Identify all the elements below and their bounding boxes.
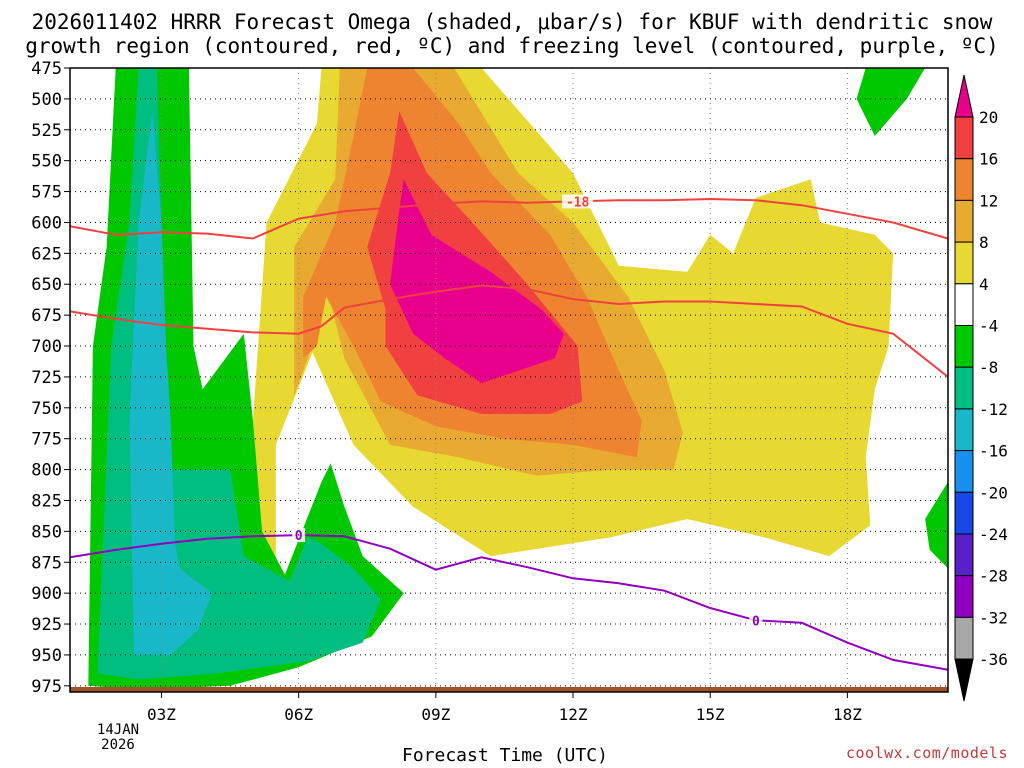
- colorbar-bin: [954, 283, 974, 326]
- contour-label: 0: [752, 614, 760, 629]
- date-day: 14JAN: [96, 722, 140, 738]
- colorbar-bin: [954, 116, 974, 160]
- x-tick-label: 03Z: [147, 705, 176, 724]
- y-tick-label: 575: [31, 183, 62, 203]
- chart-title-line-2: growth region (contoured, red, ºC) and f…: [25, 34, 999, 58]
- y-tick-label: 500: [31, 90, 62, 110]
- x-tick-label: 12Z: [559, 705, 588, 724]
- y-tick-label: 700: [31, 337, 62, 357]
- contour-label: 0: [295, 529, 303, 544]
- colorbar-bin: [954, 408, 974, 452]
- contour-label-bg: [562, 194, 594, 209]
- colorbar-label: -24: [979, 525, 1008, 544]
- y-tick-label: 975: [31, 677, 62, 697]
- y-tick-label: 775: [31, 430, 62, 450]
- colorbar-bin: [954, 616, 974, 660]
- dgz-contour-0: [70, 197, 948, 240]
- x-tick-label: 15Z: [696, 705, 725, 724]
- ground-strip: [70, 687, 948, 692]
- x-axis-title: Forecast Time (UTC): [402, 745, 608, 766]
- y-tick-label: 625: [31, 244, 62, 264]
- y-tick-label: 750: [31, 399, 62, 419]
- colorbar-label: -36: [979, 650, 1008, 669]
- colorbar-bin: [954, 450, 974, 493]
- colorbar-bin: [954, 199, 974, 243]
- x-tick-label: 09Z: [421, 705, 450, 724]
- date-block: 14JAN 2026: [88, 723, 148, 753]
- colorbar-label: 8: [979, 233, 989, 252]
- colorbar-bin: [954, 366, 974, 410]
- chart-title-line-1: 2026011402 HRRR Forecast Omega (shaded, …: [31, 10, 993, 34]
- plot-frame: [69, 67, 949, 693]
- y-tick-label: 925: [31, 615, 62, 635]
- colorbar-label: -28: [979, 567, 1008, 586]
- colorbar-label: -16: [979, 442, 1008, 461]
- colorbar-bin: [954, 158, 974, 201]
- colorbar-label: -20: [979, 483, 1008, 502]
- colorbar-bin: [954, 325, 974, 368]
- colorbar-top-arrow: [954, 74, 974, 118]
- date-year: 2026: [101, 737, 135, 753]
- omega-region-ascent-20: [390, 179, 564, 384]
- x-tick-label: 06Z: [284, 705, 313, 724]
- colorbar-label: 20: [979, 108, 998, 127]
- omega-region-descent-upper-right: [856, 68, 926, 136]
- y-tick-label: 825: [31, 491, 62, 511]
- colorbar-label: -4: [979, 317, 998, 336]
- y-tick-label: 600: [31, 213, 62, 233]
- contour-label-bg: [749, 613, 763, 628]
- contour-label: -18: [566, 195, 590, 210]
- dgz-contour-1: [70, 284, 948, 378]
- y-tick-label: 475: [31, 59, 62, 79]
- y-tick-label: 725: [31, 368, 62, 388]
- colorbar-bin: [954, 533, 974, 577]
- y-tick-label: 550: [31, 152, 62, 172]
- colorbar-label: 4: [979, 275, 989, 294]
- brand-watermark: coolwx.com/models: [845, 744, 1008, 762]
- colorbar-bin: [954, 575, 974, 618]
- y-tick-label: 675: [31, 306, 62, 326]
- contour-label-bg: [292, 528, 306, 543]
- y-tick-label: 525: [31, 121, 62, 141]
- colorbar-label: -32: [979, 608, 1008, 627]
- y-tick-label: 875: [31, 553, 62, 573]
- omega-region-descent-left-16: [129, 111, 212, 655]
- y-tick-label: 900: [31, 584, 62, 604]
- colorbar-label: 16: [979, 150, 998, 169]
- colorbar-label: -12: [979, 400, 1008, 419]
- y-tick-label: 850: [31, 522, 62, 542]
- x-tick-label: 18Z: [833, 705, 862, 724]
- colorbar-bottom-arrow: [954, 658, 974, 702]
- y-tick-label: 800: [31, 461, 62, 481]
- colorbar-bin: [954, 491, 974, 535]
- y-tick-label: 650: [31, 275, 62, 295]
- colorbar-label: -8: [979, 358, 998, 377]
- colorbar-bin: [954, 241, 974, 285]
- colorbar-label: 12: [979, 191, 998, 210]
- omega-region-descent-right-edge: [925, 481, 948, 569]
- freezing-level-contour-0: [70, 534, 948, 671]
- y-tick-label: 950: [31, 646, 62, 666]
